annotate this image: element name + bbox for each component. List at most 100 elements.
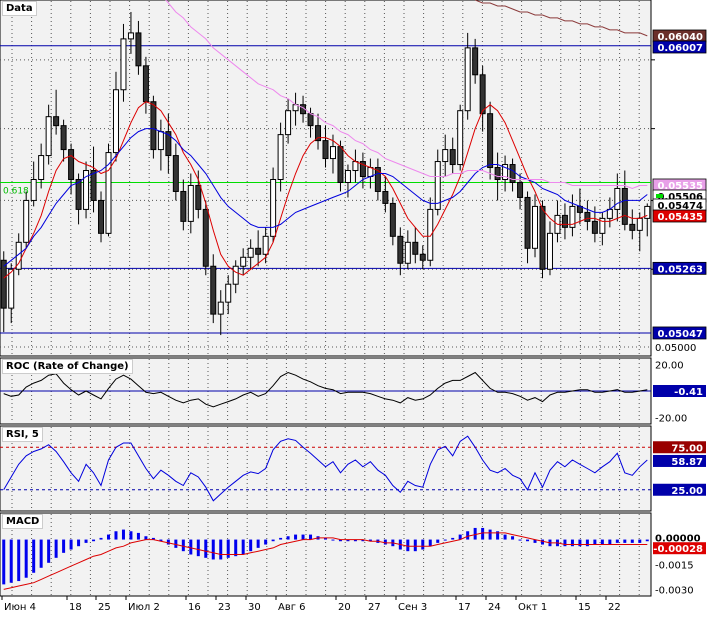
candle-body <box>561 214 568 228</box>
macd-histogram-bar <box>39 539 43 568</box>
candle-body <box>614 187 621 210</box>
candle-body <box>150 101 157 151</box>
macd-histogram-bar <box>301 534 305 540</box>
roc-current-label: -0.41 <box>674 387 703 398</box>
candle-body <box>165 131 172 157</box>
macd-histogram-bar <box>353 539 357 542</box>
macd-histogram-bar <box>2 539 6 585</box>
macd-histogram-bar <box>458 534 462 540</box>
price-panel-title: Data <box>2 1 37 16</box>
candle-body <box>30 178 37 201</box>
candle-body <box>8 268 15 309</box>
candle-body <box>457 110 464 166</box>
candle-body <box>494 167 501 180</box>
macd-histogram-bar <box>481 527 485 540</box>
macd-histogram-bar <box>92 539 96 542</box>
rsi-25-bg <box>653 483 706 496</box>
macd-histogram-bar <box>638 539 642 543</box>
candle-body <box>584 211 591 222</box>
macd-histogram-bar <box>77 539 81 547</box>
price-label-red: 0.05435 <box>657 212 703 223</box>
macd-histogram-bar <box>451 537 455 540</box>
macd-histogram-bar <box>585 539 589 547</box>
candle-body <box>464 47 471 112</box>
candle-body <box>427 208 434 261</box>
macd-histogram-bar <box>294 534 298 540</box>
macd-histogram-bar <box>204 539 208 558</box>
macd-histogram-bar <box>151 537 155 540</box>
candle-body <box>629 223 636 231</box>
candle-body <box>217 301 224 315</box>
macd-panel-title: MACD <box>2 514 44 529</box>
macd-histogram-bar <box>346 539 350 542</box>
macd-histogram-bar <box>32 539 36 573</box>
macd-histogram-bar <box>541 539 544 545</box>
x-tick-label: 27 <box>368 602 381 613</box>
candle-body <box>487 113 494 169</box>
roc-line <box>3 371 648 408</box>
rsi-75-bg <box>653 441 706 454</box>
candle-body <box>195 184 202 210</box>
indicator-line <box>3 128 648 267</box>
candle-body <box>621 187 628 225</box>
candle-body <box>60 125 67 151</box>
candle-body <box>479 74 486 115</box>
price-tick-label: 0.05000 <box>655 343 696 354</box>
macd-histogram-bar <box>114 531 118 540</box>
macd-histogram-bar <box>121 529 125 540</box>
candle-body <box>322 140 329 160</box>
candle-body <box>382 190 389 204</box>
macd-histogram-bar <box>338 539 342 542</box>
rsi-tick-label: 75.00 <box>671 443 703 454</box>
candle-body <box>127 32 134 40</box>
macd-histogram-bar <box>608 539 612 545</box>
candle-body <box>591 220 598 234</box>
candle-body <box>262 235 269 255</box>
candle-body <box>546 232 553 270</box>
macd-histogram-bar <box>54 539 58 558</box>
macd-histogram-bar <box>136 532 140 540</box>
x-tick-label: Окт 1 <box>518 602 547 613</box>
candle-body <box>157 131 164 151</box>
candle-body <box>45 116 52 157</box>
candle-body <box>412 241 419 255</box>
macd-signal-line <box>3 532 648 590</box>
macd-histogram-bar <box>249 539 253 552</box>
x-tick-label: 30 <box>248 602 261 613</box>
rsi-panel-title: RSI, 5 <box>2 427 43 442</box>
macd-histogram-bar <box>518 539 522 541</box>
x-tick-label: 25 <box>98 602 111 613</box>
macd-histogram-bar <box>286 536 290 540</box>
x-tick-label: Авг 6 <box>278 602 306 613</box>
green-level-marker <box>656 194 663 198</box>
candle-body <box>434 161 441 210</box>
indicator-line <box>3 101 648 279</box>
macd-histogram-bar <box>421 539 425 550</box>
candle-body <box>112 89 119 154</box>
candle-body <box>472 47 479 76</box>
candle-body <box>277 134 284 180</box>
macd-histogram-bar <box>473 527 477 540</box>
macd-histogram-bar <box>570 539 574 547</box>
candle-body <box>337 146 344 183</box>
candle-body <box>247 247 254 258</box>
panel-background <box>0 425 652 512</box>
level-label-middle: 0.05263 <box>657 264 703 275</box>
candle-body <box>307 113 314 127</box>
rsi-current-bg <box>653 454 706 467</box>
x-tick-label: Сен 3 <box>398 602 427 613</box>
x-tick-label: 18 <box>69 602 82 613</box>
x-tick-label: 20 <box>338 602 351 613</box>
macd-histogram-bar <box>166 539 170 545</box>
level-label-lower: 0.05047 <box>657 329 703 340</box>
macd-histogram-bar <box>211 539 215 560</box>
macd-histogram-bar <box>62 539 66 553</box>
macd-histogram-bar <box>256 539 260 548</box>
rsi-current-label: 58.87 <box>671 457 703 468</box>
candle-body <box>285 110 292 136</box>
macd-histogram-bar <box>533 539 537 543</box>
rsi-line <box>3 435 648 502</box>
macd-histogram-bar <box>593 539 597 545</box>
